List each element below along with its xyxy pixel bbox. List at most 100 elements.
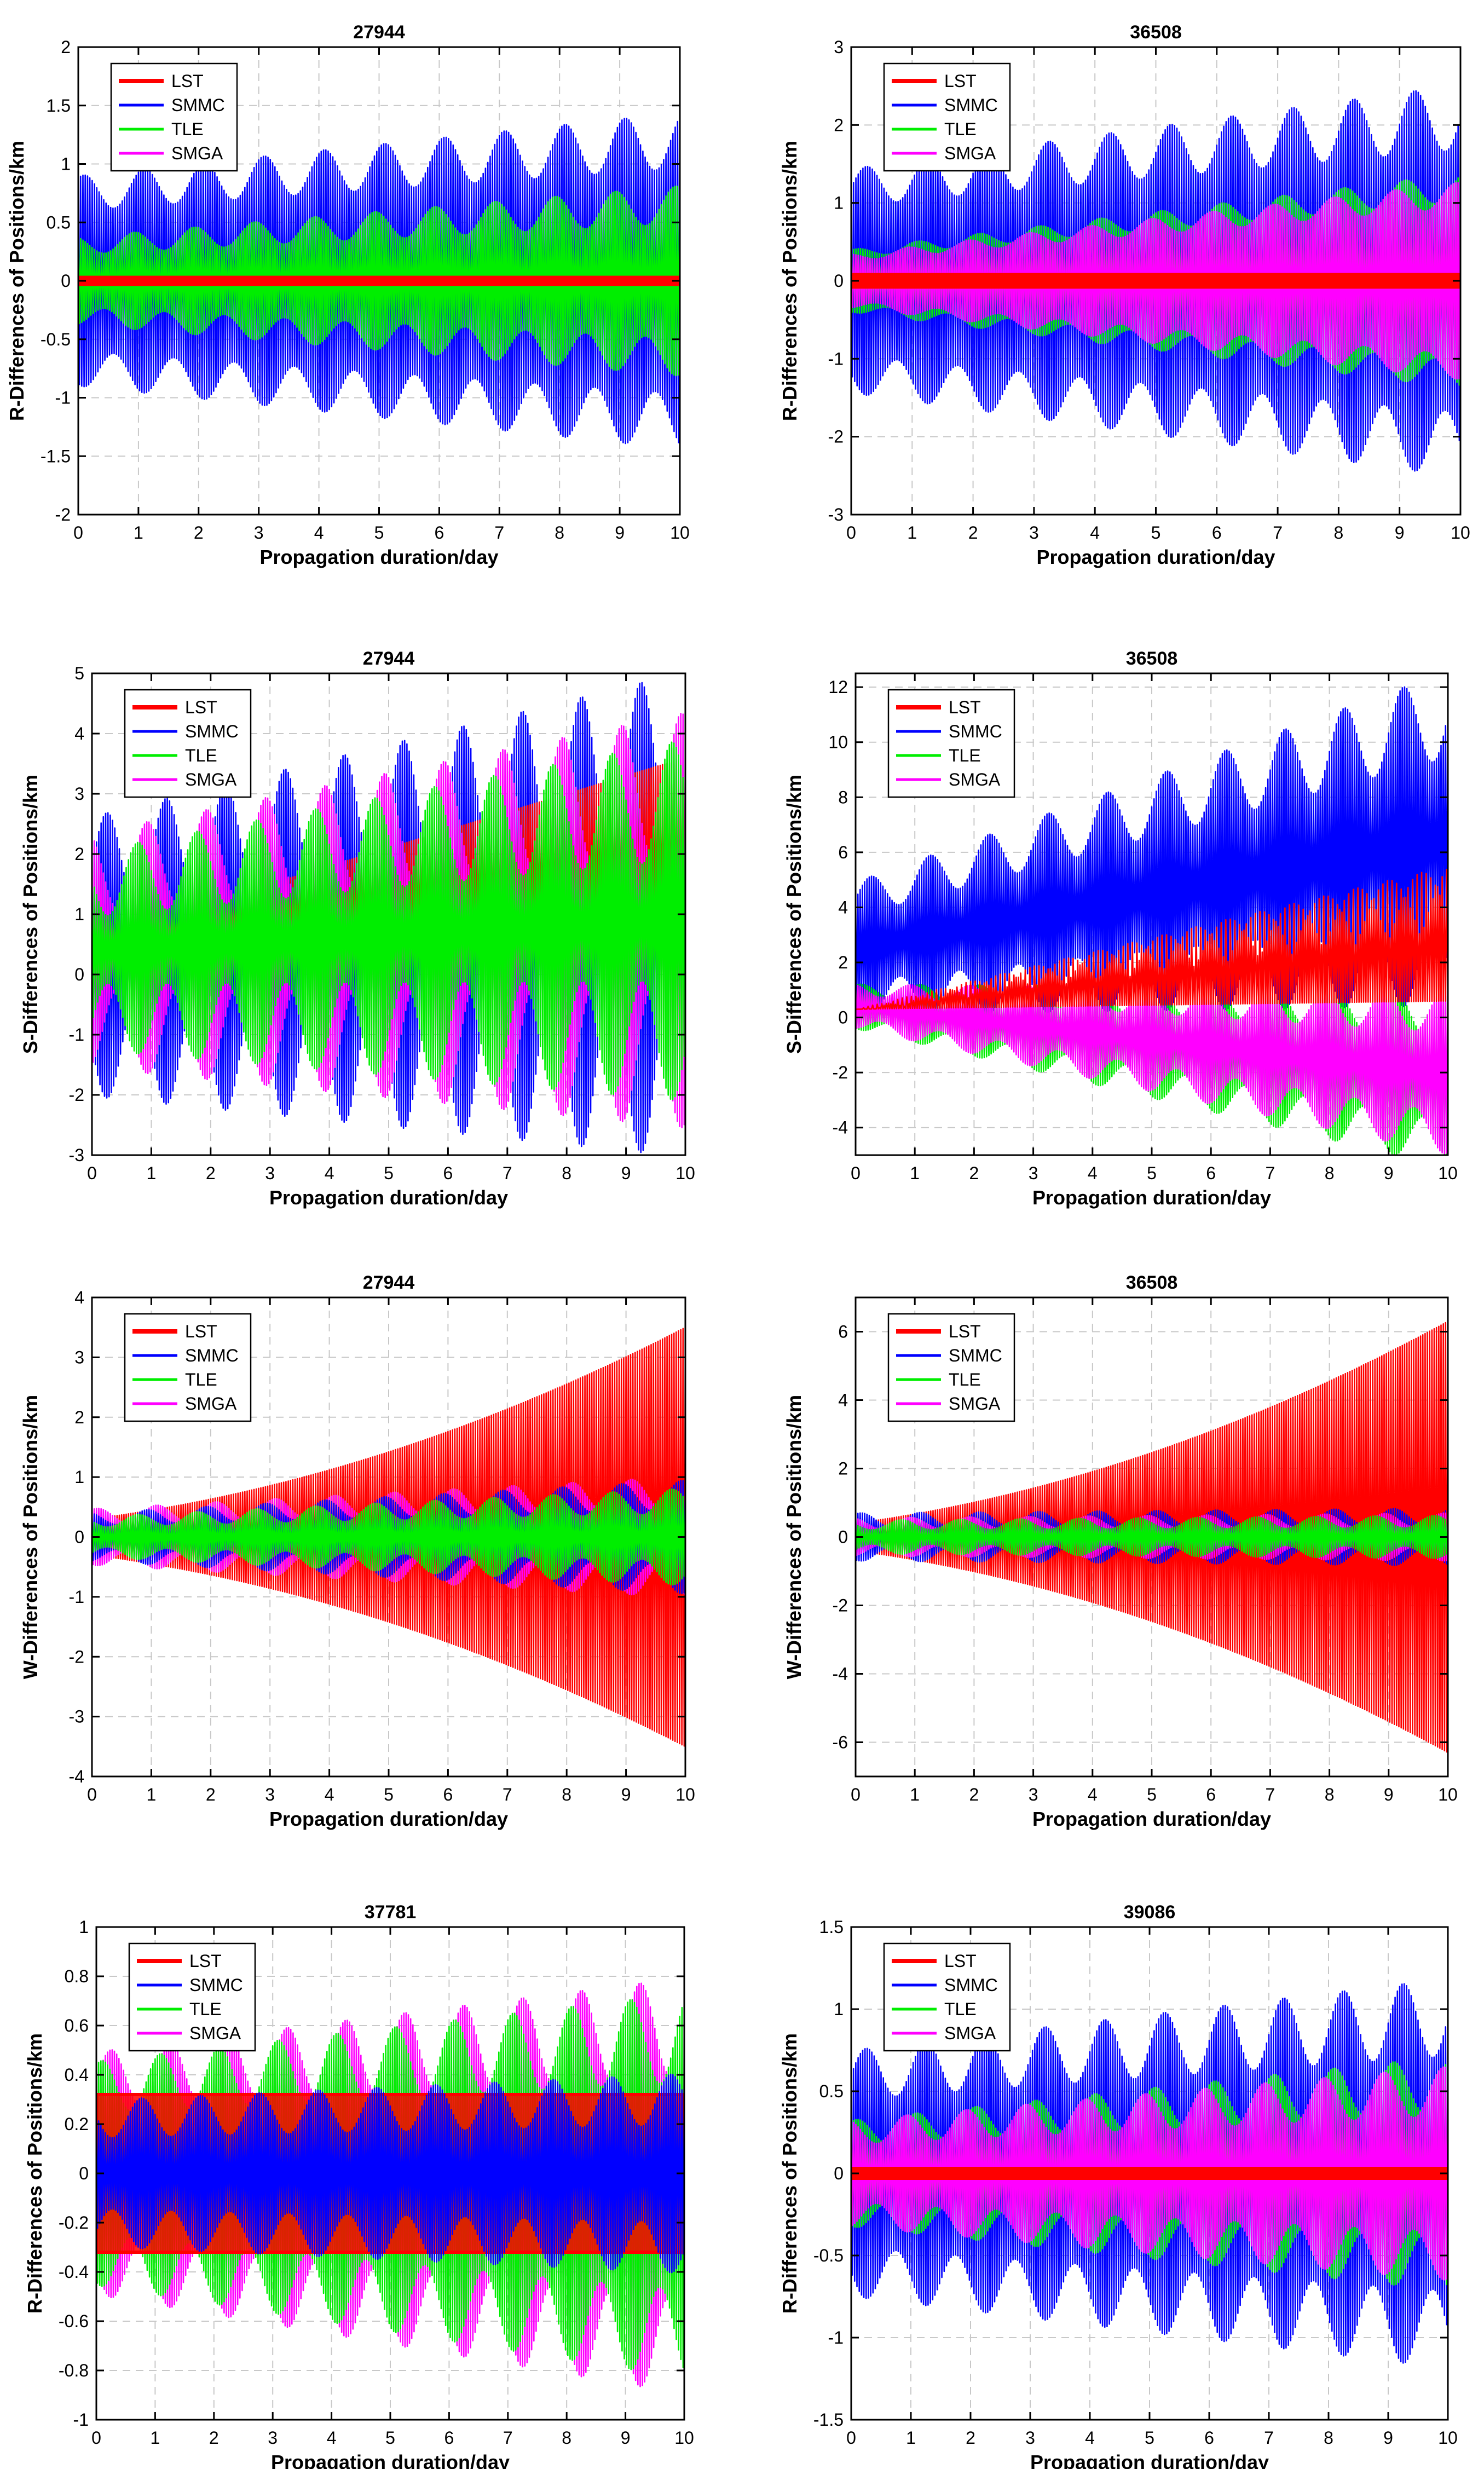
series-lst xyxy=(851,2167,1448,2180)
y-tick-label: 1 xyxy=(834,1999,844,2019)
x-tick-label: 8 xyxy=(1325,1785,1335,1804)
legend-label-lst: LST xyxy=(944,71,977,91)
y-axis-label: W-Differences of Positions/km xyxy=(783,1395,805,1679)
x-tick-label: 6 xyxy=(443,1163,453,1183)
x-tick-label: 7 xyxy=(503,1785,512,1804)
y-tick-label: -2 xyxy=(828,427,844,447)
y-tick-label: -1 xyxy=(828,2328,844,2347)
y-tick-label: 5 xyxy=(74,664,84,683)
y-tick-label: 3 xyxy=(834,37,844,57)
x-tick-label: 7 xyxy=(1266,1163,1275,1183)
x-tick-label: 3 xyxy=(254,523,264,543)
series-group xyxy=(856,1321,1448,1753)
y-axis-label: R-Differences of Positions/km xyxy=(778,141,801,421)
series-smmc xyxy=(96,2073,684,2274)
series-group xyxy=(96,1982,684,2387)
ticks: 0 1 2 3 4 5 6 7 8 9 10 -2 -1.5 -1 -0.5 0 0.5 1 1.5 2 xyxy=(41,37,690,543)
x-tick-label: 1 xyxy=(147,1163,157,1183)
x-tick-label: 8 xyxy=(1325,1163,1335,1183)
chart-panel-7: 0 1 2 3 4 5 6 7 8 9 10 -1 -0.8 -0.6 -0.4 -0.2 0 0.2 0.4 0.6… xyxy=(24,1902,694,2469)
y-tick-label: 1.5 xyxy=(47,96,71,116)
chart-title: 36508 xyxy=(1126,648,1178,669)
chart-panel-2: 0 1 2 3 4 5 6 7 8 9 10 -3 -2 -1 0 1 2 3 36508 Propagation d… xyxy=(778,22,1470,568)
y-tick-label: 1 xyxy=(61,154,71,174)
series-smga xyxy=(851,182,1460,380)
legend-label-lst: LST xyxy=(185,1322,217,1341)
series-group xyxy=(851,90,1460,472)
x-axis-label: Propagation duration/day xyxy=(1030,2451,1269,2469)
x-tick-label: 4 xyxy=(1085,2428,1095,2448)
y-tick-label: -1 xyxy=(69,1025,84,1045)
x-tick-label: 0 xyxy=(91,2428,101,2448)
legend-label-lst: LST xyxy=(949,1322,981,1341)
legend: LST SMMC TLE SMGA xyxy=(883,62,1011,172)
series-lst xyxy=(856,869,1448,1010)
legend: LST SMMC TLE SMGA xyxy=(124,689,252,798)
x-tick-label: 10 xyxy=(675,1785,695,1804)
legend-label-smmc: SMMC xyxy=(185,1346,239,1365)
series-group xyxy=(92,682,685,1153)
x-axis-label: Propagation duration/day xyxy=(1036,546,1275,568)
y-tick-label: -0.4 xyxy=(59,2262,89,2282)
legend-label-smga: SMGA xyxy=(189,2023,241,2043)
legend-label-lst: LST xyxy=(185,697,217,717)
x-tick-label: 9 xyxy=(621,2428,631,2448)
legend: LST SMMC TLE SMGA xyxy=(124,1313,252,1422)
x-tick-label: 9 xyxy=(621,1163,631,1183)
x-tick-label: 6 xyxy=(444,2428,454,2448)
x-tick-label: 1 xyxy=(134,523,143,543)
y-tick-label: 10 xyxy=(828,732,848,752)
y-tick-label: -1.5 xyxy=(813,2410,844,2430)
x-tick-label: 5 xyxy=(1147,1163,1157,1183)
legend-label-lst: LST xyxy=(171,71,204,91)
y-tick-label: 0 xyxy=(834,271,844,291)
legend: LST SMMC TLE SMGA xyxy=(887,1313,1015,1422)
x-tick-label: 2 xyxy=(206,1785,216,1804)
x-tick-label: 10 xyxy=(1438,1163,1458,1183)
y-tick-label: 0.8 xyxy=(65,1966,89,1986)
y-tick-label: -2 xyxy=(55,505,71,524)
legend-label-smga: SMGA xyxy=(185,770,237,789)
legend-label-smga: SMGA xyxy=(185,1394,237,1414)
chart-panel-5: 0 1 2 3 4 5 6 7 8 9 10 -4 -3 -2 -1 0 1 2 3 4 27944 Propagatio… xyxy=(19,1272,695,1830)
x-tick-label: 10 xyxy=(675,1163,695,1183)
x-tick-label: 10 xyxy=(1438,2428,1458,2448)
x-axis-label: Propagation duration/day xyxy=(1032,1186,1271,1209)
y-tick-label: -0.8 xyxy=(59,2361,89,2380)
x-tick-label: 0 xyxy=(87,1163,97,1183)
legend-label-smga: SMGA xyxy=(944,2023,996,2043)
y-tick-label: 0.6 xyxy=(65,2016,89,2035)
chart-title: 39086 xyxy=(1124,1902,1176,1923)
x-tick-label: 0 xyxy=(846,523,856,543)
legend: LST SMMC TLE SMGA xyxy=(887,689,1015,798)
legend: LST SMMC TLE SMGA xyxy=(110,62,238,172)
ticks: 0 1 2 3 4 5 6 7 8 9 10 -1 -0.8 -0.6 -0.4 -0.2 0 0.2 0.4 0.6… xyxy=(59,1917,694,2448)
y-axis-label: R-Differences of Positions/km xyxy=(5,141,28,421)
y-tick-label: 4 xyxy=(838,1391,848,1410)
x-tick-label: 3 xyxy=(265,1163,275,1183)
x-tick-label: 4 xyxy=(325,1163,334,1183)
y-tick-label: -4 xyxy=(833,1118,848,1138)
series-tle xyxy=(856,1515,1448,1559)
legend-label-tle: TLE xyxy=(185,1370,217,1389)
x-tick-label: 8 xyxy=(562,1163,571,1183)
legend-label-smmc: SMMC xyxy=(944,1975,998,1995)
y-tick-label: 0.4 xyxy=(65,2065,89,2085)
series-tle xyxy=(78,186,680,377)
y-tick-label: 6 xyxy=(838,1322,848,1342)
ticks: 0 1 2 3 4 5 6 7 8 9 10 -1.5 -1 -0.5 0 0.5 1 1.5 xyxy=(813,1917,1458,2448)
x-tick-label: 9 xyxy=(1384,1163,1394,1183)
x-tick-label: 6 xyxy=(435,523,444,543)
y-tick-label: -1 xyxy=(73,2410,89,2430)
legend-label-lst: LST xyxy=(944,1951,977,1971)
y-tick-label: -1 xyxy=(69,1587,84,1607)
chart-panel-3: 0 1 2 3 4 5 6 7 8 9 10 -3 -2 -1 0 1 2 3 4 5 27944 Propagation… xyxy=(19,648,695,1209)
x-tick-label: 8 xyxy=(555,523,564,543)
legend-label-tle: TLE xyxy=(949,1370,981,1389)
x-tick-label: 2 xyxy=(968,523,978,543)
x-tick-label: 9 xyxy=(1395,523,1405,543)
x-tick-label: 0 xyxy=(73,523,83,543)
x-tick-label: 1 xyxy=(907,523,917,543)
y-tick-label: 0 xyxy=(834,2164,844,2183)
